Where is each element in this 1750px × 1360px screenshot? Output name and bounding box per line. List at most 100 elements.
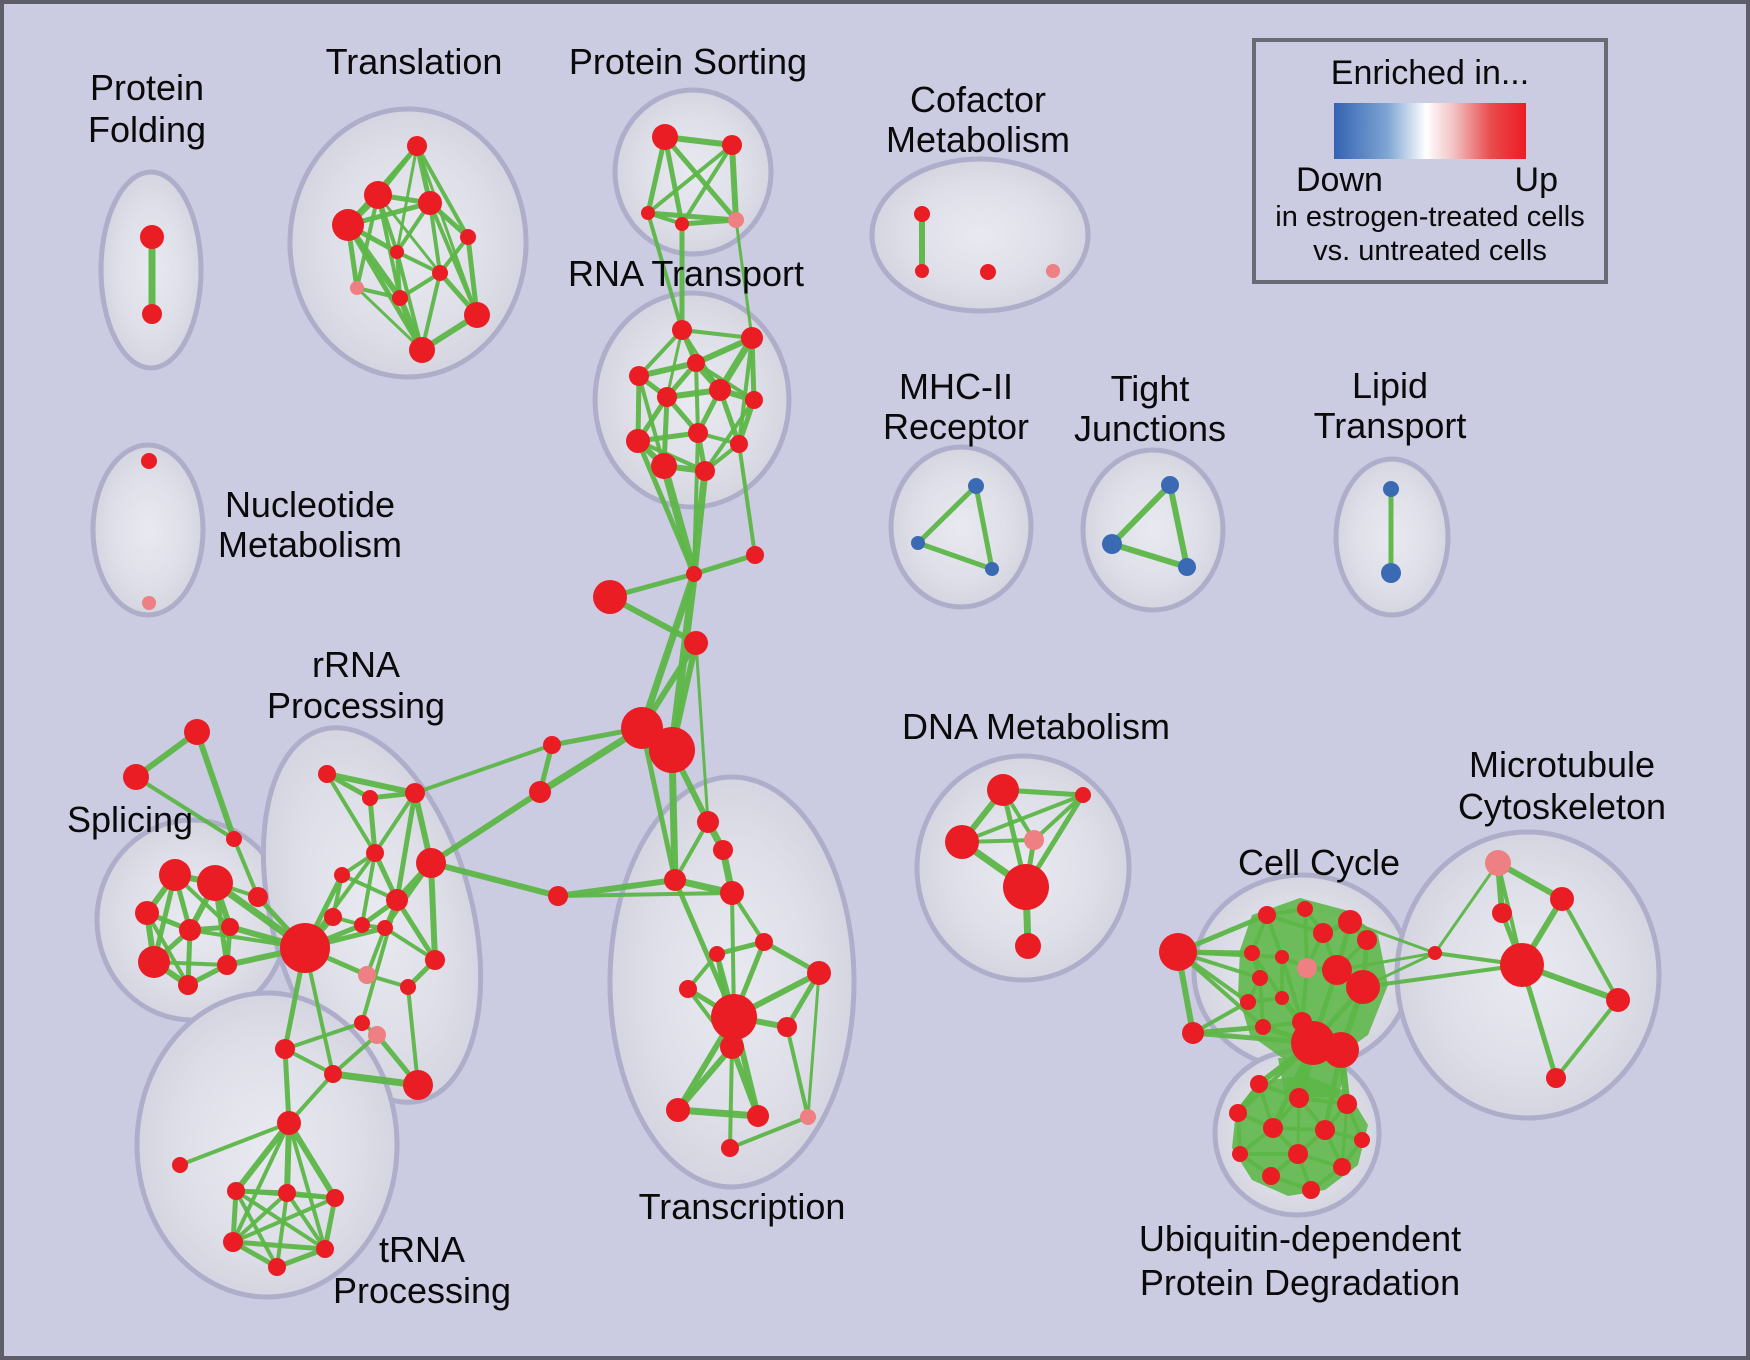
node-R3	[366, 844, 384, 862]
edge-Q2-Q7	[234, 1189, 279, 1269]
node-Y4	[1357, 930, 1377, 950]
node-Y0	[1258, 906, 1276, 924]
cluster-label-mhc-ii-receptor-line1: MHC-II	[899, 366, 1013, 407]
node-S4	[221, 918, 239, 936]
cluster-label-cell-cycle: Cell Cycle	[1238, 842, 1400, 883]
node-C0	[914, 206, 930, 222]
edge-X7-X13	[806, 971, 821, 1119]
node-CO2	[529, 781, 551, 803]
node-RT4	[657, 387, 677, 407]
edge-RT0-RT3	[637, 328, 684, 378]
node-Q7	[268, 1258, 286, 1276]
cluster-label-cofactor-metabolism-line1: Cofactor	[910, 79, 1046, 120]
node-D3	[1024, 830, 1044, 850]
edge-TR2-R14	[232, 837, 260, 899]
node-T8	[392, 290, 408, 306]
node-Y13	[1255, 1019, 1271, 1035]
node-J1	[1102, 534, 1122, 554]
edge-T6-T10	[420, 271, 442, 352]
node-T10	[409, 337, 435, 363]
edge-R2-CO1	[413, 743, 554, 795]
node-X13	[800, 1109, 816, 1125]
edge-TH0-X2	[639, 725, 678, 883]
cluster-label-cofactor-metabolism-line2: Metabolism	[886, 119, 1070, 160]
legend-axis-labels: Down Up	[1256, 159, 1604, 200]
node-R2	[405, 783, 425, 803]
cluster-label-dna-metabolism: DNA Metabolism	[902, 706, 1170, 747]
cluster-nucleotide-metabolism-ellipse	[90, 442, 206, 618]
edge-R15-R18	[283, 1021, 364, 1051]
cluster-label-ubiquitin-degradation-line1: Ubiquitin-dependent	[1139, 1218, 1461, 1259]
edge-P2-RT0	[646, 211, 684, 332]
node-S7	[217, 955, 237, 975]
node-X5	[709, 946, 725, 962]
node-S3	[179, 919, 201, 941]
edge-Q0-Q2	[233, 1120, 292, 1194]
edge-T7-T10	[355, 286, 424, 352]
edge-R4-CO2	[428, 789, 543, 866]
edge-T1-T7	[355, 193, 380, 290]
node-RT10	[651, 453, 677, 479]
node-F1	[142, 304, 162, 324]
cluster-cofactor-metabolism-ellipse	[869, 156, 1091, 314]
node-L0	[1383, 481, 1399, 497]
node-U10	[1262, 1167, 1280, 1185]
node-R6	[386, 889, 408, 911]
node-RT8	[626, 429, 650, 453]
node-F0	[140, 225, 164, 249]
node-MT3	[1428, 946, 1442, 960]
node-X8	[711, 994, 757, 1040]
node-TR2	[226, 831, 242, 847]
node-M2	[985, 562, 999, 576]
node-YB	[1182, 1022, 1204, 1044]
cluster-label-lipid-transport-line2: Transport	[1314, 405, 1467, 446]
cluster-label-protein-sorting: Protein Sorting	[569, 41, 807, 82]
node-N0	[141, 453, 157, 469]
node-Q5	[223, 1232, 243, 1252]
node-U7	[1232, 1146, 1248, 1162]
edge-P1-P3	[680, 143, 734, 226]
edge-X10-X11	[675, 1044, 735, 1113]
legend-gradient-bar	[1334, 103, 1526, 159]
node-T6	[432, 265, 448, 281]
node-U9	[1333, 1158, 1351, 1176]
edge-P0-P4	[662, 134, 739, 223]
edge-RT9-CC1	[737, 442, 757, 557]
node-U5	[1315, 1120, 1335, 1140]
edge-Q0-Q5	[231, 1121, 291, 1244]
edge-R6-R11	[394, 897, 438, 963]
node-C1	[915, 264, 929, 278]
node-Y6	[1275, 950, 1289, 964]
node-R19	[368, 1026, 386, 1044]
node-L1	[1381, 563, 1401, 583]
cluster-mhc-ii-receptor-ellipse	[888, 444, 1034, 610]
node-RT1	[741, 327, 763, 349]
node-Q4	[326, 1189, 344, 1207]
node-S6	[178, 975, 198, 995]
edge-RT8-CC0	[635, 438, 697, 577]
node-P4	[728, 212, 744, 228]
node-M1	[911, 536, 925, 550]
node-T2	[332, 209, 364, 241]
legend-down-label: Down	[1296, 161, 1383, 199]
node-Y8	[1322, 955, 1352, 985]
edge-MT1-MT5	[1560, 897, 1620, 1002]
edge-T0-T4	[415, 144, 470, 239]
node-D1	[1075, 787, 1091, 803]
cluster-tight-junctions-ellipse	[1080, 447, 1226, 613]
node-TR0	[184, 719, 210, 745]
edge-M0-M2	[973, 483, 995, 572]
edge-Q3-Q5	[231, 1191, 289, 1244]
cluster-label-ubiquitin-degradation-line2: Protein Degradation	[1140, 1262, 1460, 1303]
node-Y11	[1240, 994, 1256, 1010]
edge-Y6-Y14	[1280, 955, 1304, 1024]
edge-P1-P4	[729, 142, 739, 223]
node-X9	[777, 1017, 797, 1037]
node-RT9	[730, 435, 748, 453]
node-T4	[460, 229, 476, 245]
edge-TR1-TR2	[134, 775, 236, 841]
edge-RT2-RT7	[694, 361, 700, 435]
edge-M0-M1	[915, 483, 979, 546]
